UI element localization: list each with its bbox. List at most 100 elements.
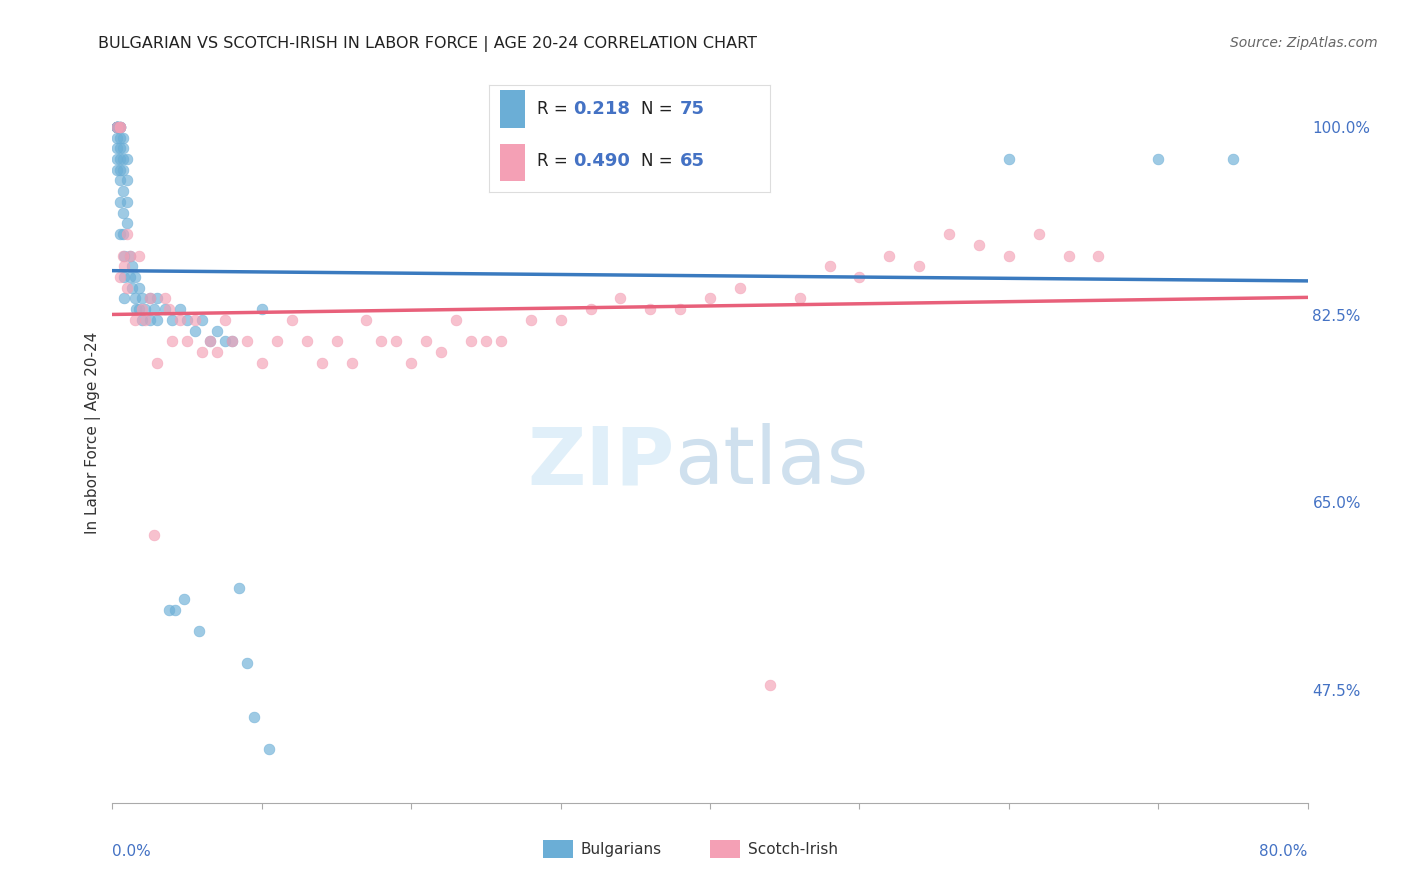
- Point: [111, 249, 134, 263]
- Point: [128, 249, 150, 263]
- Point: [105, 120, 128, 134]
- Text: ZIP: ZIP: [527, 423, 675, 501]
- Point: [146, 313, 169, 327]
- Point: [105, 120, 128, 134]
- Point: [108, 120, 131, 134]
- Point: [938, 227, 960, 241]
- Point: [401, 356, 423, 370]
- Point: [105, 120, 128, 134]
- Point: [198, 334, 221, 349]
- Point: [295, 334, 318, 349]
- Point: [250, 302, 273, 317]
- Point: [1087, 249, 1109, 263]
- Point: [183, 313, 205, 327]
- Point: [117, 281, 139, 295]
- Point: [157, 302, 180, 317]
- Point: [139, 313, 162, 327]
- Point: [205, 324, 228, 338]
- Point: [236, 657, 259, 671]
- Point: [111, 152, 134, 166]
- Point: [108, 162, 131, 177]
- Point: [430, 345, 453, 359]
- Text: BULGARIAN VS SCOTCH-IRISH IN LABOR FORCE | AGE 20-24 CORRELATION CHART: BULGARIAN VS SCOTCH-IRISH IN LABOR FORCE…: [98, 36, 758, 52]
- Point: [998, 249, 1021, 263]
- Point: [108, 152, 131, 166]
- Point: [191, 313, 214, 327]
- Point: [121, 281, 143, 295]
- Point: [475, 334, 498, 349]
- Point: [124, 270, 146, 285]
- Point: [176, 334, 198, 349]
- Point: [111, 141, 134, 155]
- Point: [153, 292, 176, 306]
- Point: [444, 313, 467, 327]
- Point: [221, 334, 243, 349]
- Point: [134, 302, 156, 317]
- Point: [460, 334, 482, 349]
- Point: [105, 141, 128, 155]
- Point: [198, 334, 221, 349]
- Point: [1028, 227, 1050, 241]
- Point: [108, 120, 131, 134]
- Point: [108, 130, 131, 145]
- Point: [699, 292, 721, 306]
- Point: [205, 345, 228, 359]
- Point: [111, 130, 134, 145]
- Point: [108, 141, 131, 155]
- Point: [169, 302, 191, 317]
- Point: [139, 292, 162, 306]
- Point: [117, 173, 139, 187]
- Point: [1147, 152, 1170, 166]
- Text: Bulgarians: Bulgarians: [581, 842, 662, 857]
- Point: [579, 302, 602, 317]
- Point: [108, 120, 131, 134]
- Point: [105, 152, 128, 166]
- Point: [143, 302, 166, 317]
- Point: [609, 292, 631, 306]
- Point: [114, 270, 135, 285]
- Point: [105, 120, 128, 134]
- Point: [128, 302, 150, 317]
- Point: [153, 302, 176, 317]
- Point: [146, 292, 169, 306]
- Point: [125, 302, 148, 317]
- Point: [105, 120, 128, 134]
- Point: [311, 356, 333, 370]
- Point: [669, 302, 692, 317]
- Point: [188, 624, 211, 639]
- Point: [108, 173, 131, 187]
- Point: [759, 678, 782, 692]
- Point: [640, 302, 662, 317]
- Point: [105, 120, 128, 134]
- Point: [266, 334, 288, 349]
- Text: 0.0%: 0.0%: [112, 844, 152, 858]
- Point: [117, 216, 139, 230]
- Point: [108, 227, 131, 241]
- Point: [415, 334, 437, 349]
- Point: [173, 591, 195, 606]
- Point: [162, 334, 183, 349]
- Point: [1057, 249, 1080, 263]
- Bar: [710, 840, 740, 858]
- Point: [183, 324, 205, 338]
- Point: [128, 281, 150, 295]
- Point: [131, 302, 153, 317]
- Point: [120, 270, 142, 285]
- Point: [489, 334, 512, 349]
- Point: [879, 249, 901, 263]
- Y-axis label: In Labor Force | Age 20-24: In Labor Force | Age 20-24: [86, 332, 101, 533]
- Point: [236, 334, 259, 349]
- Bar: [543, 840, 572, 858]
- Point: [259, 742, 281, 756]
- Point: [105, 120, 128, 134]
- Point: [105, 120, 128, 134]
- Text: Source: ZipAtlas.com: Source: ZipAtlas.com: [1230, 36, 1378, 50]
- Point: [105, 162, 128, 177]
- Point: [121, 260, 143, 274]
- Point: [124, 292, 146, 306]
- Point: [162, 313, 183, 327]
- Point: [243, 710, 266, 724]
- Point: [908, 260, 931, 274]
- Point: [176, 313, 198, 327]
- Point: [108, 120, 131, 134]
